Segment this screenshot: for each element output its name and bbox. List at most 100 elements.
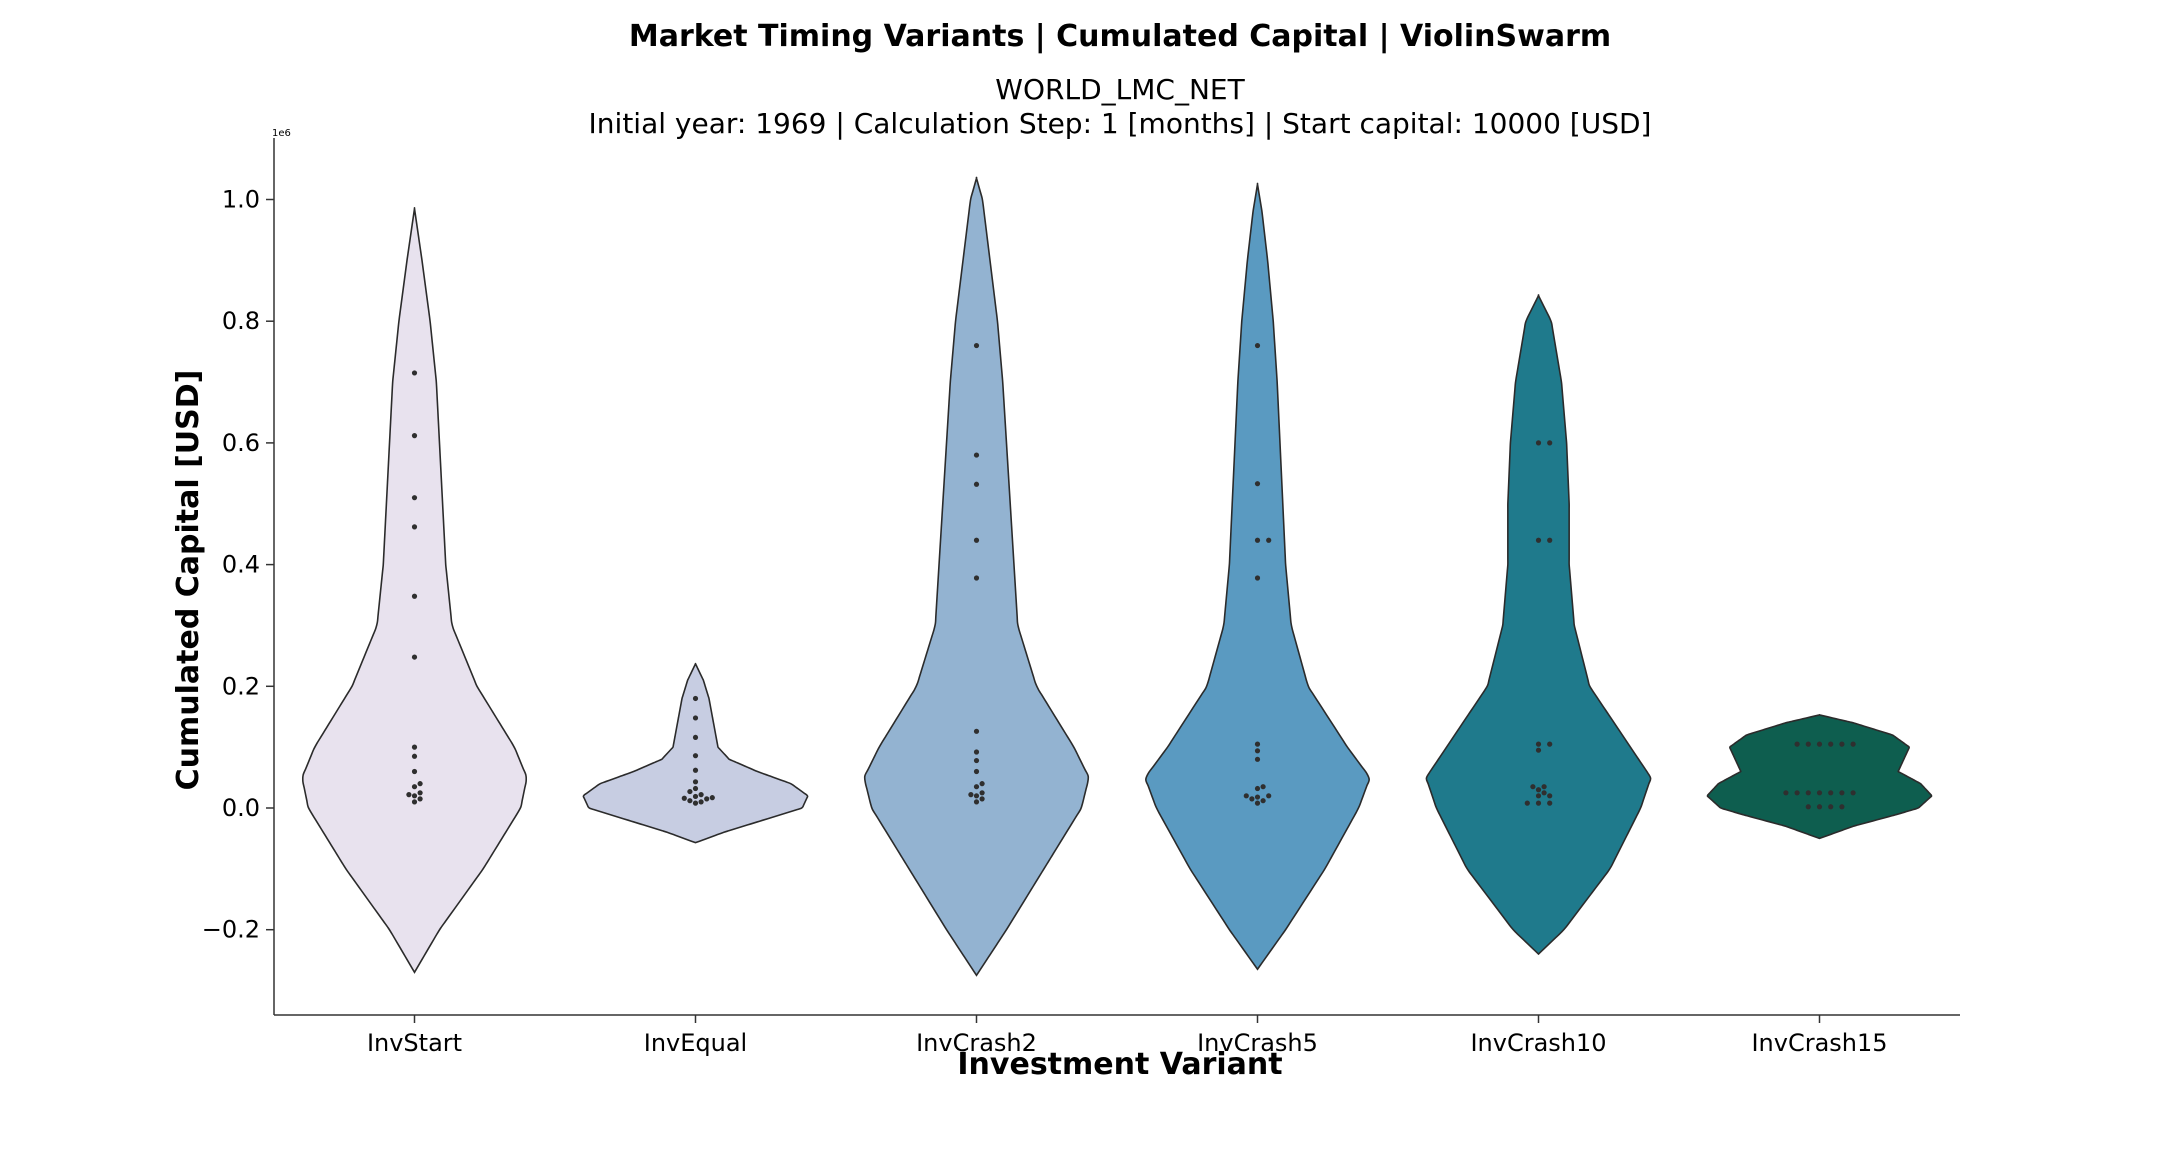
swarm-point-invcrash5 — [1266, 537, 1272, 543]
swarm-point-invcrash15 — [1828, 790, 1834, 796]
swarm-point-invcrash15 — [1850, 741, 1856, 747]
swarm-point-invcrash15 — [1828, 741, 1834, 747]
swarm-point-invstart — [411, 370, 418, 376]
swarm-point-invstart — [417, 796, 423, 802]
swarm-point-invcrash5 — [1254, 575, 1261, 581]
swarm-point-invcrash5 — [1254, 481, 1261, 487]
swarm-point-invstart — [411, 793, 418, 799]
swarm-point-invcrash5 — [1266, 793, 1272, 799]
swarm-point-invcrash5 — [1243, 793, 1249, 799]
swarm-point-invcrash5 — [1254, 537, 1261, 543]
swarm-point-invequal — [704, 796, 710, 802]
y-axis-label: Cumulated Capital [USD] — [171, 370, 206, 791]
swarm-point-invcrash5 — [1254, 800, 1261, 806]
x-tick-label: InvCrash5 — [1197, 1029, 1318, 1057]
swarm-point-invcrash10 — [1530, 784, 1536, 790]
swarm-point-invcrash2 — [973, 799, 980, 805]
swarm-point-invstart — [417, 781, 423, 787]
swarm-point-invstart — [417, 790, 423, 796]
swarm-point-invequal — [692, 793, 699, 800]
x-tick-label: InvEqual — [644, 1029, 747, 1057]
swarm-point-invstart — [411, 799, 418, 805]
chart-subtitle-line1: WORLD_LMC_NET — [995, 73, 1245, 106]
swarm-point-invcrash5 — [1260, 798, 1266, 804]
swarm-point-invequal — [698, 792, 704, 798]
chart-subtitle-line2: Initial year: 1969 | Calculation Step: 1… — [589, 107, 1652, 140]
swarm-point-invcrash10 — [1535, 747, 1542, 753]
swarm-point-invequal — [692, 734, 699, 741]
swarm-point-invstart — [411, 768, 418, 775]
swarm-point-invequal — [698, 799, 704, 805]
x-axis-label: Investment Variant — [957, 1047, 1282, 1082]
swarm-point-invcrash15 — [1805, 790, 1811, 796]
swarm-point-invcrash10 — [1535, 537, 1542, 543]
y-axis-ticks: −0.2 0.0 0.2 0.4 0.6 0.8 1.0 — [202, 186, 274, 944]
swarm-point-invcrash10 — [1524, 800, 1530, 806]
swarm-point-invequal — [692, 695, 699, 702]
violin-invcrash15 — [1706, 713, 1933, 840]
swarm-point-invequal — [687, 788, 693, 795]
swarm-point-invequal — [692, 785, 699, 792]
swarm-point-invcrash15 — [1839, 804, 1845, 810]
swarm-point-invcrash2 — [973, 784, 980, 790]
swarm-point-invequal — [692, 779, 699, 785]
swarm-point-invcrash10 — [1535, 741, 1542, 747]
swarm-point-invcrash2 — [973, 768, 980, 775]
swarm-point-invcrash15 — [1839, 741, 1845, 747]
x-tick-label: InvStart — [367, 1029, 462, 1057]
swarm-point-invcrash10 — [1535, 440, 1542, 446]
swarm-point-invcrash5 — [1254, 342, 1261, 349]
x-tick-label: InvCrash10 — [1470, 1029, 1606, 1057]
swarm-point-invcrash2 — [973, 793, 980, 799]
swarm-point-invcrash15 — [1794, 790, 1800, 796]
swarm-point-invstart — [411, 654, 418, 660]
y-tick-label: 0.2 — [222, 672, 260, 700]
swarm-point-invcrash15 — [1805, 804, 1811, 810]
swarm-point-invcrash5 — [1254, 748, 1261, 754]
swarm-point-invcrash5 — [1260, 784, 1266, 790]
swarm-point-invequal — [709, 795, 715, 801]
swarm-point-invcrash10 — [1535, 787, 1542, 793]
y-tick-label: 0.6 — [222, 429, 260, 457]
x-tick-label: InvCrash2 — [916, 1029, 1037, 1057]
swarm-point-invcrash15 — [1805, 741, 1811, 747]
swarm-point-invcrash10 — [1541, 784, 1547, 790]
swarm-point-invstart — [406, 792, 412, 798]
swarm-point-invcrash5 — [1254, 741, 1261, 747]
swarm-point-invcrash2 — [973, 452, 980, 458]
y-tick-label: 0.4 — [222, 551, 260, 579]
swarm-point-invcrash15 — [1850, 790, 1856, 796]
violin-invstart — [301, 207, 528, 974]
swarm-point-invcrash2 — [979, 790, 985, 796]
swarm-point-invcrash2 — [973, 342, 980, 349]
swarm-point-invcrash10 — [1547, 741, 1553, 747]
swarm-point-invstart — [411, 593, 418, 599]
swarm-point-invstart — [411, 753, 418, 759]
y-tick-label: 1.0 — [222, 186, 260, 214]
swarm-point-invcrash15 — [1783, 790, 1789, 796]
swarm-point-layer — [406, 342, 1856, 810]
y-tick-label: 0.0 — [222, 794, 260, 822]
chart-title: Market Timing Variants | Cumulated Capit… — [629, 19, 1611, 54]
swarm-point-invcrash15 — [1816, 804, 1823, 810]
swarm-point-invcrash2 — [973, 757, 980, 764]
swarm-point-invcrash5 — [1249, 796, 1255, 802]
swarm-point-invcrash10 — [1541, 790, 1547, 796]
swarm-point-invcrash10 — [1535, 793, 1542, 799]
swarm-point-invcrash10 — [1547, 440, 1553, 446]
swarm-point-invequal — [687, 798, 693, 804]
swarm-point-invequal — [692, 800, 699, 806]
swarm-point-invstart — [411, 433, 418, 439]
swarm-point-invcrash15 — [1839, 790, 1845, 796]
swarm-point-invcrash15 — [1794, 741, 1800, 747]
swarm-point-invequal — [692, 767, 699, 773]
swarm-point-invcrash2 — [973, 749, 980, 755]
swarm-point-invequal — [692, 715, 699, 721]
swarm-point-invcrash5 — [1254, 756, 1261, 762]
swarm-point-invstart — [411, 784, 418, 790]
swarm-point-invcrash2 — [979, 796, 985, 802]
swarm-point-invequal — [681, 795, 687, 801]
swarm-point-invcrash10 — [1535, 800, 1542, 806]
swarm-point-invcrash10 — [1547, 793, 1553, 799]
